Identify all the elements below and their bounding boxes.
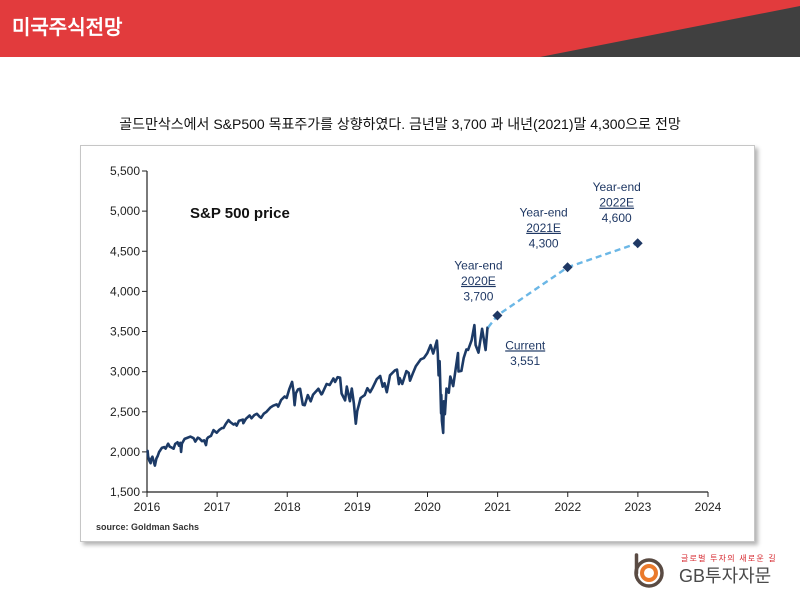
x-tick-label: 2017 xyxy=(204,500,231,514)
target-diamond-marker xyxy=(562,262,573,273)
company-tagline: 글로벌 투자의 새로운 길 xyxy=(681,554,777,563)
chart-title: S&P 500 price xyxy=(190,205,290,222)
x-tick-label: 2019 xyxy=(344,500,371,514)
y-tick-label: 1,500 xyxy=(110,485,140,499)
target-diamond-marker xyxy=(492,310,503,321)
y-tick-label: 2,500 xyxy=(110,405,140,419)
annotation-label: 3,700 xyxy=(463,289,493,303)
x-tick-label: 2016 xyxy=(134,500,161,514)
annotation-label: 3,551 xyxy=(510,354,540,368)
annotation-label: 2021E xyxy=(526,221,561,235)
chart-frame: 5,500 5,000 4,500 4,000 3,500 3,000 2,500 2,000… xyxy=(80,145,755,542)
slide-header: 미국주식전망 xyxy=(0,0,800,57)
y-tick-label: 5,000 xyxy=(110,204,140,218)
x-tick-label: 2021 xyxy=(484,500,511,514)
header-accent-shape xyxy=(540,6,800,57)
chart-source: source: Goldman Sachs xyxy=(96,522,199,532)
logo-outer-ring xyxy=(634,558,664,588)
sp500-price-line xyxy=(146,323,490,467)
gb-logo-icon xyxy=(634,553,664,588)
target-diamond-marker xyxy=(632,238,643,249)
annotation-label: Year-end xyxy=(454,258,502,272)
header-accent-wedge xyxy=(540,6,800,57)
y-tick-label: 4,000 xyxy=(110,284,140,298)
annotation-label: Year-end xyxy=(519,205,567,219)
annotation-label: Current xyxy=(505,338,546,352)
y-tick-label: 4,500 xyxy=(110,244,140,258)
company-name: GB투자자문 xyxy=(679,566,772,586)
slide-headline: 골드만삭스에서 S&P500 목표주가를 상향하였다. 금년말 3,700 과 … xyxy=(119,116,681,132)
annotation-label: 2022E xyxy=(599,196,634,210)
x-tick-label: 2024 xyxy=(695,500,722,514)
sp500-chart: 5,500 5,000 4,500 4,000 3,500 3,000 2,500 2,000… xyxy=(96,164,722,532)
x-tick-label: 2018 xyxy=(274,500,301,514)
x-tick-label: 2020 xyxy=(414,500,441,514)
y-tick-label: 3,000 xyxy=(110,365,140,379)
projection-dashed-line xyxy=(487,242,639,329)
y-tick-label: 2,000 xyxy=(110,445,140,459)
annotation-label: Year-end xyxy=(593,180,641,194)
logo-inner-ring xyxy=(640,564,658,582)
x-tick-label: 2022 xyxy=(554,500,581,514)
y-tick-label: 5,500 xyxy=(110,164,140,178)
annotation-label: 2020E xyxy=(461,274,496,288)
annotation-label: 4,300 xyxy=(529,236,559,250)
slide-title: 미국주식전망 xyxy=(12,17,123,39)
x-tick-label: 2023 xyxy=(625,500,652,514)
y-tick-label: 3,500 xyxy=(110,325,140,339)
annotation-label: 4,600 xyxy=(602,211,632,225)
